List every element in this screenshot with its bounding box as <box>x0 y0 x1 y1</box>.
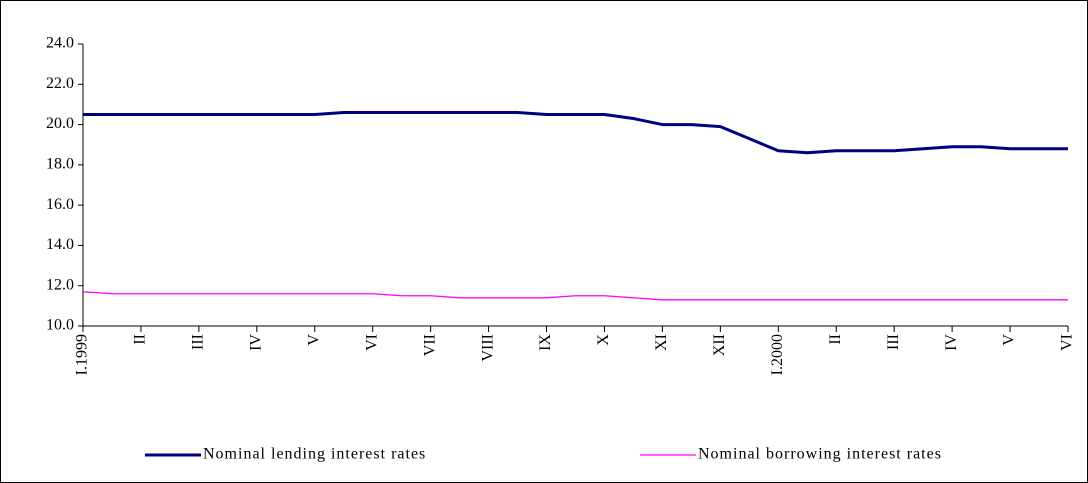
y-tick-label: 12.0 <box>46 276 74 293</box>
legend-label: Nominal borrowing interest rates <box>698 446 942 463</box>
x-tick-label: VII <box>421 334 438 356</box>
x-tick-label: III <box>885 334 902 350</box>
x-tick-label: IV <box>247 334 264 351</box>
x-tick-label: IV <box>943 334 960 351</box>
x-tick-label: V <box>305 334 322 346</box>
series-line <box>82 291 1068 301</box>
y-tick-label: 18.0 <box>46 156 74 173</box>
y-tick-label: 20.0 <box>46 115 74 132</box>
legend-label: Nominal lending interest rates <box>203 446 426 463</box>
y-tick-label: 22.0 <box>46 75 74 92</box>
x-tick-label: XI <box>653 334 670 351</box>
y-tick-label: 14.0 <box>46 236 74 253</box>
x-tick-label: II <box>132 334 149 345</box>
x-tick-label: II <box>827 334 844 345</box>
y-tick-label: 24.0 <box>46 35 74 52</box>
x-tick-label: VIII <box>479 334 496 362</box>
x-tick-label: IX <box>537 334 554 351</box>
x-tick-label: XII <box>711 334 728 356</box>
x-tick-label: V <box>1001 334 1018 346</box>
x-tick-label: VI <box>1059 334 1076 351</box>
x-tick-label: I.2000 <box>769 334 786 375</box>
x-tick-label: X <box>595 334 612 346</box>
x-tick-label: I.1999 <box>74 334 91 375</box>
y-tick-label: 16.0 <box>46 196 74 213</box>
y-tick-label: 10.0 <box>46 317 74 334</box>
x-tick-label: VI <box>363 334 380 351</box>
series-line <box>83 110 1068 155</box>
x-tick-label: III <box>190 334 207 350</box>
